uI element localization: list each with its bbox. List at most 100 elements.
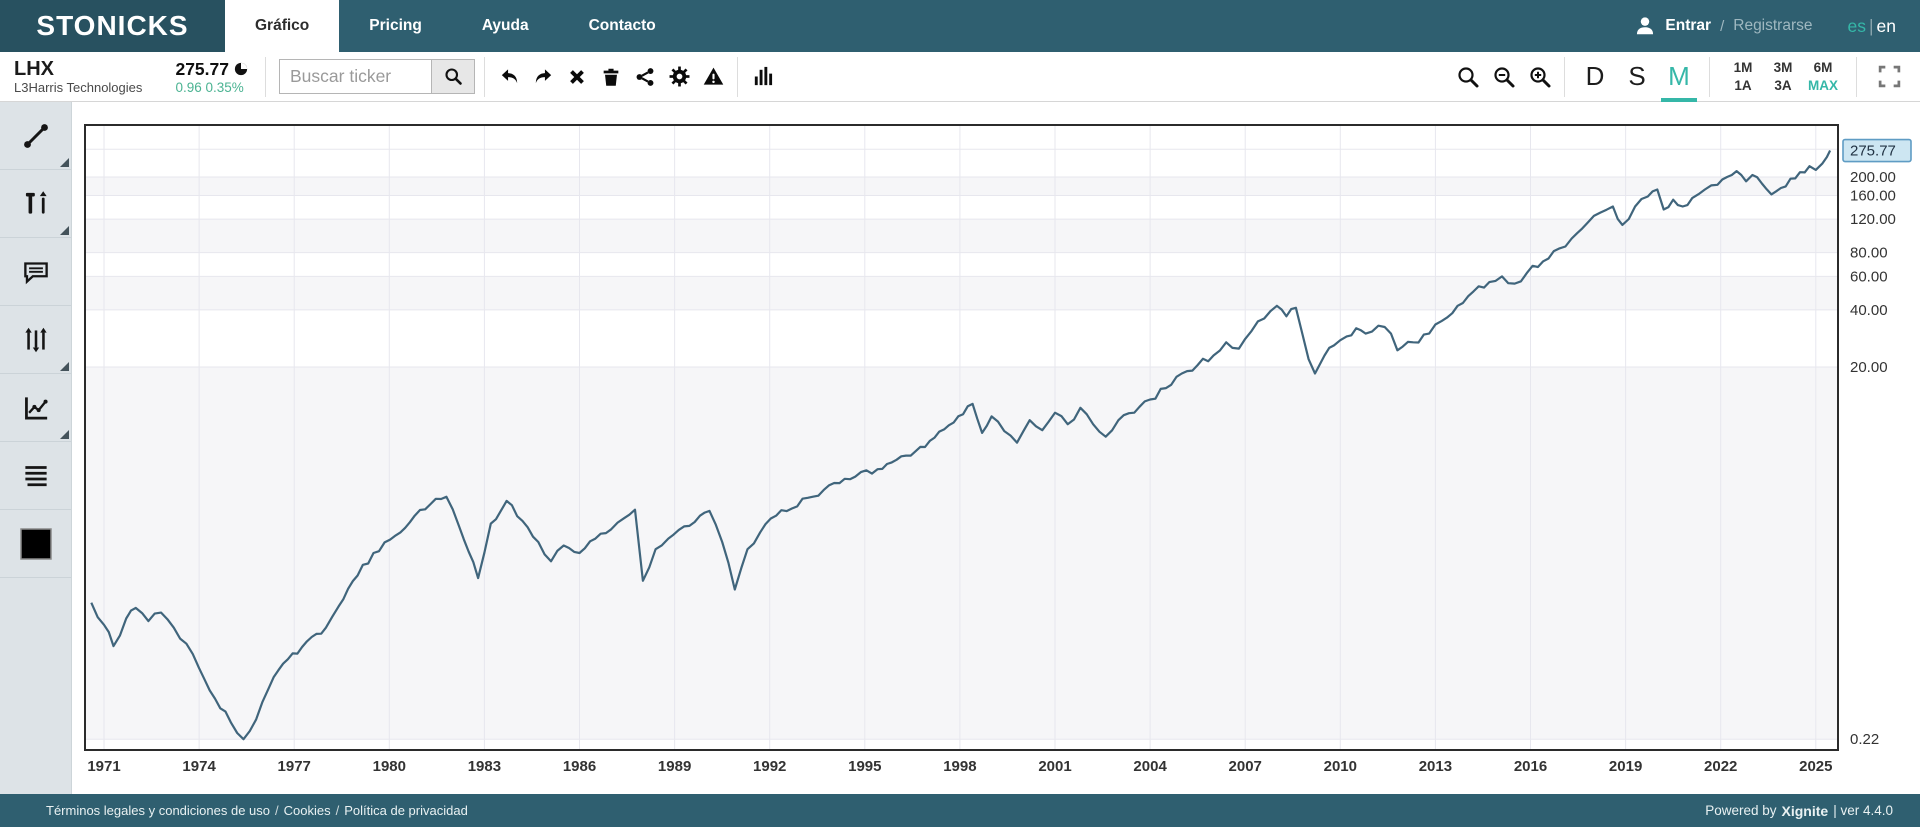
svg-text:160.00: 160.00	[1850, 187, 1896, 204]
brand-logo[interactable]: STONICKS	[0, 0, 225, 52]
fullscreen-button[interactable]	[1874, 59, 1904, 95]
svg-text:2004: 2004	[1133, 758, 1167, 775]
user-icon	[1634, 15, 1656, 37]
undo-icon	[498, 65, 521, 88]
plot-border	[84, 124, 1839, 751]
share-button[interactable]	[630, 59, 660, 95]
redo-icon	[532, 65, 555, 88]
ticker-change: 0.96 0.35%	[175, 79, 244, 95]
zoom-out-icon	[1492, 65, 1516, 89]
period-1m[interactable]: 1M	[1733, 60, 1753, 75]
tab-grafico[interactable]: Gráfico	[225, 0, 340, 52]
divider	[265, 56, 266, 97]
zoom-reset-button[interactable]	[1453, 59, 1483, 95]
svg-text:1971: 1971	[87, 758, 120, 775]
svg-text:1983: 1983	[468, 758, 501, 775]
volume-toggle-button[interactable]	[747, 59, 777, 95]
redo-button[interactable]	[528, 59, 558, 95]
zoom-in-button[interactable]	[1525, 59, 1555, 95]
settings-button[interactable]	[664, 59, 694, 95]
svg-text:2022: 2022	[1704, 758, 1737, 775]
legal-links: Términos legales y condiciones de uso / …	[46, 803, 468, 818]
tool-color-swatch[interactable]	[0, 510, 71, 578]
zoom-out-button[interactable]	[1489, 59, 1519, 95]
alerts-button[interactable]	[698, 59, 728, 95]
undo-button[interactable]	[494, 59, 524, 95]
link-divider: /	[275, 803, 279, 818]
zoom-group	[1453, 59, 1555, 95]
chart-type-group: D S M	[1574, 52, 1700, 102]
terms-link[interactable]: Términos legales y condiciones de uso	[46, 803, 271, 818]
chart-type-monthly[interactable]: M	[1658, 52, 1700, 102]
lang-divider: |	[1868, 15, 1874, 36]
tab-ayuda[interactable]: Ayuda	[481, 17, 529, 34]
svg-text:20.00: 20.00	[1850, 359, 1888, 376]
tool-trend-line[interactable]	[0, 102, 71, 170]
privacy-link[interactable]: Política de privacidad	[344, 803, 468, 818]
ticker-search	[279, 59, 475, 94]
tool-horizontal-lines[interactable]	[0, 442, 71, 510]
svg-text:2019: 2019	[1609, 758, 1642, 775]
indicator-chart-icon	[19, 391, 53, 425]
period-6m[interactable]: 6M	[1813, 60, 1833, 75]
color-swatch-black	[19, 527, 53, 561]
comment-bubble-icon	[19, 255, 53, 289]
delete-all-button[interactable]	[596, 59, 626, 95]
search-input[interactable]	[279, 59, 431, 94]
ticker-symbol: LHX	[14, 58, 54, 80]
levels-arrows-icon	[19, 323, 53, 357]
period-group: 1M 3M 6M 1A 3A MAX	[1719, 60, 1847, 93]
tool-levels[interactable]	[0, 306, 71, 374]
search-button[interactable]	[431, 59, 475, 94]
svg-text:2007: 2007	[1229, 758, 1262, 775]
svg-text:1995: 1995	[848, 758, 881, 775]
warning-icon	[702, 65, 725, 88]
tab-contacto[interactable]: Contacto	[588, 17, 656, 34]
trash-icon	[600, 66, 622, 88]
tool-annotation[interactable]	[0, 238, 71, 306]
grid-bands	[85, 177, 1838, 740]
svg-text:0.22: 0.22	[1850, 731, 1879, 748]
divider	[737, 56, 738, 97]
svg-text:2025: 2025	[1799, 758, 1832, 775]
auth-separator: /	[1720, 17, 1725, 35]
period-1a[interactable]: 1A	[1734, 78, 1752, 93]
svg-text:1992: 1992	[753, 758, 786, 775]
gear-icon	[668, 65, 691, 88]
tab-pricing[interactable]: Pricing	[369, 17, 422, 34]
svg-text:1986: 1986	[563, 758, 596, 775]
auth-area: Entrar / Registrarse es | en	[1634, 0, 1920, 52]
zoom-in-icon	[1528, 65, 1552, 89]
marker-pins-icon	[19, 187, 53, 221]
period-3m[interactable]: 3M	[1773, 60, 1793, 75]
tool-indicators[interactable]	[0, 374, 71, 442]
fullscreen-icon	[1877, 64, 1902, 89]
svg-text:275.77: 275.77	[1850, 143, 1896, 160]
powered-brand: Xignite	[1781, 802, 1829, 819]
chart-toolbar: LHX L3Harris Technologies 275.77 0.96 0.…	[0, 52, 1920, 102]
delayed-quote-icon	[234, 62, 248, 76]
footer: Términos legales y condiciones de uso / …	[0, 794, 1920, 827]
main-tabs: Gráfico Pricing Ayuda Contacto	[225, 0, 686, 52]
horizontal-lines-icon	[19, 459, 53, 493]
chart-type-weekly[interactable]: S	[1628, 61, 1646, 91]
period-3a[interactable]: 3A	[1774, 78, 1792, 93]
register-link[interactable]: Registrarse	[1733, 17, 1813, 34]
chart-type-daily[interactable]: D	[1585, 61, 1605, 91]
cookies-link[interactable]: Cookies	[283, 803, 331, 818]
remove-button[interactable]	[562, 59, 592, 95]
divider	[1564, 56, 1565, 97]
login-link[interactable]: Entrar	[1665, 17, 1712, 34]
volume-bars-icon	[751, 65, 774, 88]
svg-text:2016: 2016	[1514, 758, 1547, 775]
period-max[interactable]: MAX	[1808, 78, 1838, 93]
lang-en[interactable]: en	[1876, 15, 1896, 36]
svg-text:1980: 1980	[373, 758, 406, 775]
lang-es[interactable]: es	[1847, 15, 1866, 36]
tool-drawing-markers[interactable]	[0, 170, 71, 238]
edit-icon-group	[494, 59, 728, 95]
sidebar-filler	[0, 578, 71, 794]
svg-text:80.00: 80.00	[1850, 245, 1888, 262]
